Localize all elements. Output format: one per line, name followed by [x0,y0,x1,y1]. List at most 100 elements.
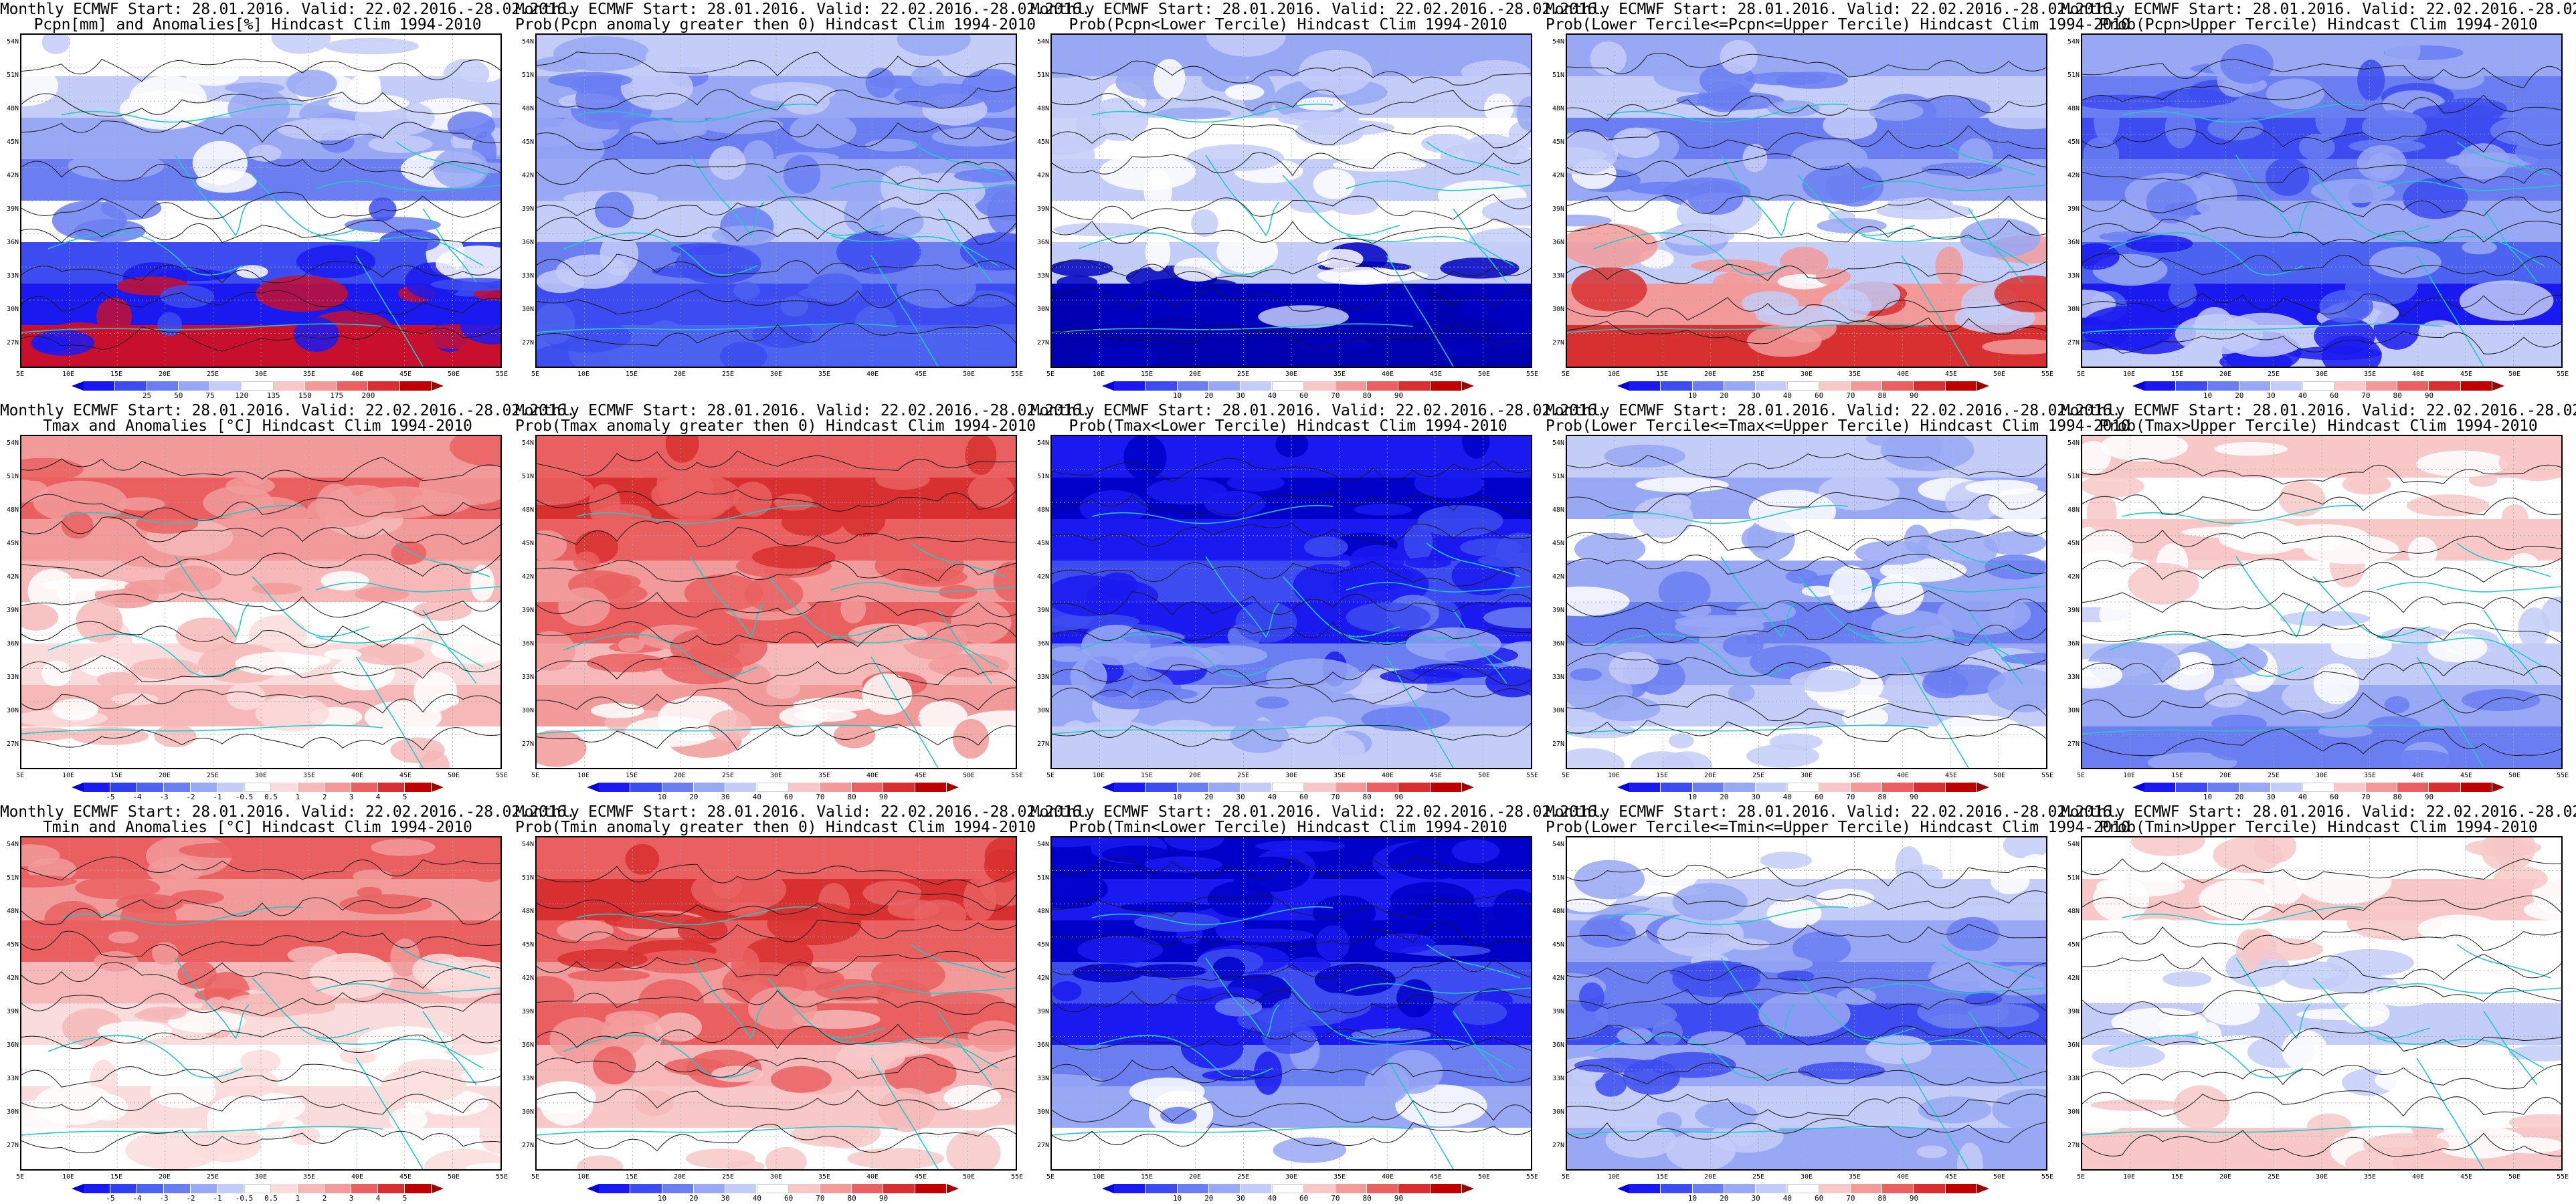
climatology-contour [21,516,500,545]
map-panel-prob-pcpn-middle: Monthly ECMWF Start: 28.01.2016. Valid: … [1546,0,2130,401]
climatology-contour [1567,195,2046,219]
longitude-label: 40E [2411,772,2425,779]
colorbar-label: 90 [1909,1194,1919,1203]
colorbar-swatch [1661,1184,1693,1193]
field-blob [655,1012,702,1042]
longitude-label: 35E [818,1173,831,1181]
longitude-label: 20E [1188,371,1202,378]
forecast-map [20,836,502,1171]
field-blob [1212,957,1245,981]
climatology-contour [1052,957,1531,981]
field-blob [344,217,441,233]
colorbar-swatch [1114,783,1146,792]
field-blob [1206,35,1286,57]
field-blob [379,229,440,254]
latitude-label: 51N [1552,72,1564,79]
panel-run-info: Monthly ECMWF Start: 28.01.2016. Valid: … [1030,1,1606,18]
coastline [1282,576,1400,637]
field-blob [1461,60,1531,84]
field-blob [833,722,876,748]
field-blob [1516,96,1531,132]
field-blob [452,731,500,768]
longitude-label: 50E [2508,1173,2521,1181]
longitude-label: 20E [1704,371,1717,378]
field-blob [954,169,1016,183]
colorbar-swatch [1272,381,1304,391]
latitude-label: 54N [2067,439,2080,447]
climatology-contour [1052,193,1531,220]
colorbar-min-arrow [72,1184,84,1193]
colorbar-label: 60 [784,1194,794,1203]
climatology-contour [1567,719,2046,742]
map-panel-tmax-anomalies: Monthly ECMWF Start: 28.01.2016. Valid: … [0,401,575,803]
field-blob [968,474,1014,508]
panel-title: Pcpn[mm] and Anomalies[%] Hindcast Clim … [33,16,482,33]
field-blob [1052,289,1103,328]
latitude-label: 33N [1552,674,1564,681]
longitude-label: 25E [206,371,219,378]
field-blob [1191,209,1218,237]
colorbar-label: 40 [1782,793,1792,801]
field-blob [121,555,187,568]
colorbar-swatch [1756,1184,1788,1193]
field-blob [840,594,866,623]
colorbar-swatch [915,1184,947,1193]
climatology-contour [1052,561,1531,587]
climatology-contour [2082,490,2561,516]
field-blob [368,134,433,153]
colorbar-swatch [1398,381,1431,391]
longitude-label: 5E [2076,371,2086,378]
map-field [1052,436,1531,768]
colorbar-swatch [378,783,405,792]
field-blob [2204,684,2248,708]
coastline [2082,724,2444,734]
longitude-label: 50E [447,371,460,378]
field-blob [911,66,943,87]
colorbar-swatch [1756,783,1788,792]
field-blob [2197,1022,2222,1050]
latitude-label: 45N [521,138,534,146]
climatology-contour [537,592,1016,617]
latitude-label: 36N [1552,239,1564,246]
coastline [1205,556,1280,638]
colorbar-swatch [1661,381,1693,391]
field-blob [1477,1151,1531,1169]
field-blob [959,232,1016,271]
field-blob [1691,259,1768,272]
field-blob [430,635,500,664]
colorbar [587,783,959,792]
longitude-label: 5E [15,1173,25,1181]
colorbar-swatch [1819,783,1851,792]
field-blob [1052,65,1088,78]
field-blob [1266,658,1363,698]
field-blob [1605,1122,1677,1158]
field-blob [2452,733,2505,759]
longitude-label: 20E [1188,1173,1202,1181]
climatology-contour [21,92,500,117]
field-blob [1987,668,2046,712]
coastline [355,656,424,768]
field-blob [100,195,162,220]
latitude-label: 42N [521,172,534,179]
field-blob [1338,269,1429,282]
colorbar-label: 40 [752,1194,761,1203]
forecast-map [2081,836,2563,1171]
colorbar-label: 80 [1877,793,1887,801]
field-blob [1943,837,1986,874]
longitude-label: 15E [2171,1173,2184,1181]
climatology-contour [1567,317,2046,344]
field-blob [2342,999,2390,1027]
colorbar-swatch [1303,783,1336,792]
latitude-label: 54N [1036,841,1049,848]
latitude-label: 42N [1552,975,1564,982]
longitude-label: 40E [1896,772,1910,779]
latitude-label: 48N [2067,105,2080,112]
field-blob [197,39,270,71]
field-blob [848,623,928,646]
latitude-label: 36N [521,1041,534,1049]
coastline [422,609,477,684]
colorbar-swatch [115,381,147,391]
field-blob [557,920,614,941]
colorbar-min-arrow [587,1184,599,1193]
colorbar-swatch [883,1184,915,1193]
